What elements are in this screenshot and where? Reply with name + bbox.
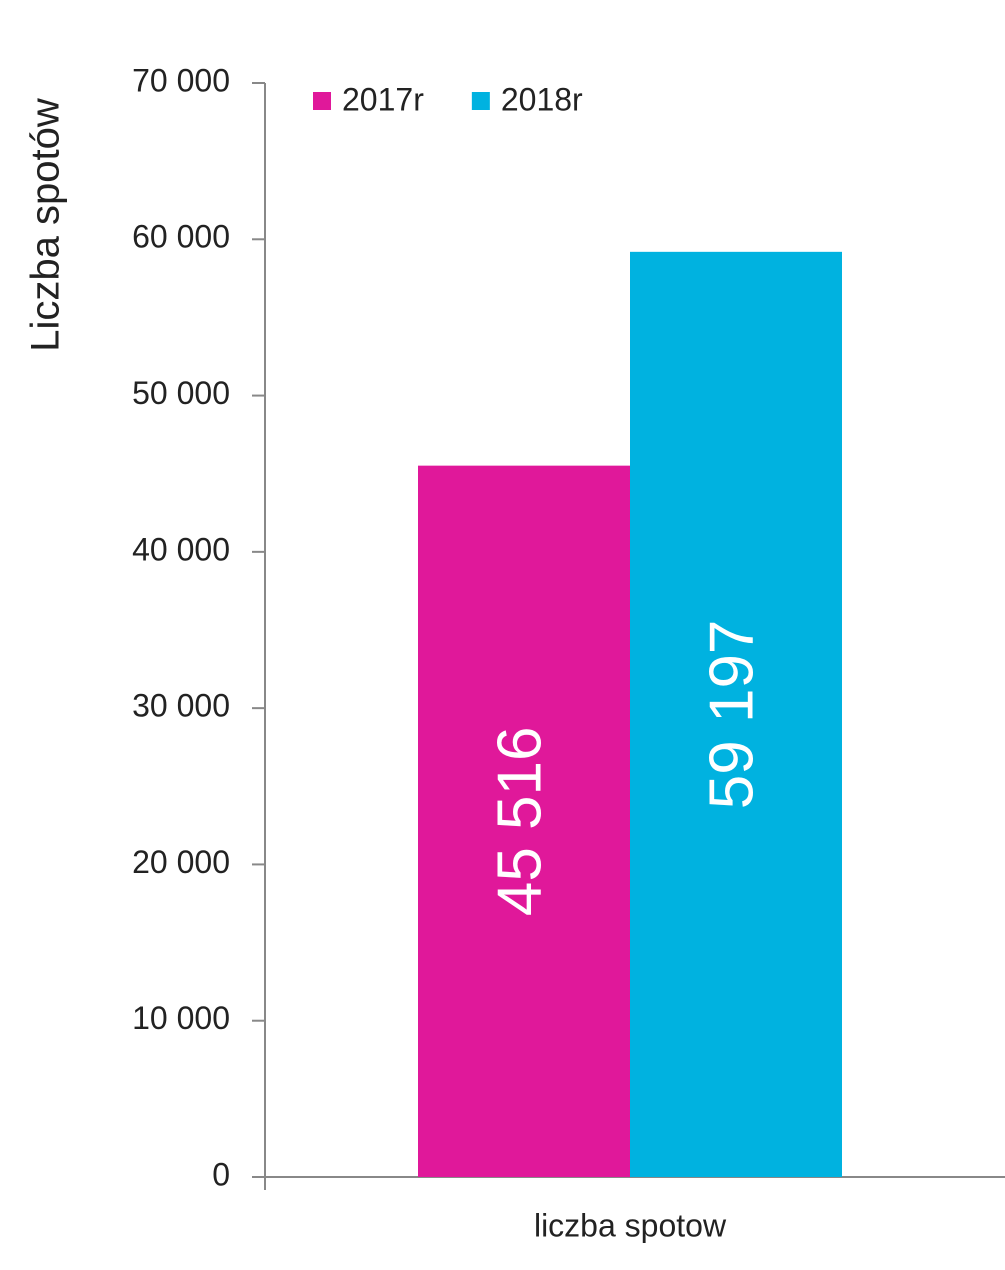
bar (418, 465, 630, 1178)
legend-swatch (313, 92, 331, 110)
x-tick-label: liczba spotow (534, 1207, 727, 1243)
legend-label: 2018r (501, 81, 583, 117)
legend-swatch (471, 92, 490, 110)
value-label: 59 197 (697, 620, 766, 810)
y-tick-label: 30 000 (132, 688, 230, 724)
legend-label: 2017r (342, 81, 424, 117)
y-axis-title: Liczba spotów (24, 98, 68, 352)
y-tick-label: 20 000 (132, 844, 230, 880)
y-tick-label: 50 000 (132, 375, 230, 411)
y-tick-label: 10 000 (132, 1000, 230, 1036)
value-label: 45 516 (485, 727, 554, 917)
bar (630, 251, 842, 1178)
y-tick-label: 70 000 (132, 62, 230, 98)
y-tick-label: 60 000 (132, 219, 230, 255)
y-tick-label: 0 (212, 1156, 230, 1192)
y-tick-label: 40 000 (132, 531, 230, 567)
